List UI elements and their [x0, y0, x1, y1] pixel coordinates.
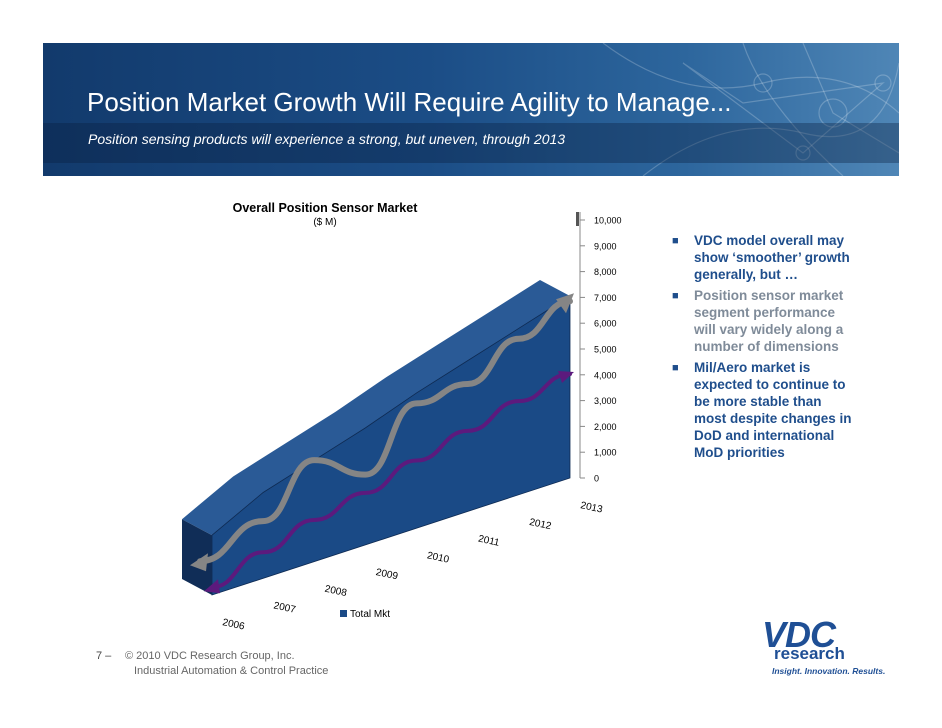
page-number: 7 – [96, 650, 112, 662]
x-tick-label: 2009 [375, 567, 399, 582]
x-tick-label: 2013 [579, 500, 603, 515]
bullet-item: ■ VDC model overall may show ‘smoother’ … [672, 232, 852, 283]
y-tick-label: 1,000 [594, 448, 617, 458]
x-tick-label: 2012 [528, 517, 552, 532]
y-tick-label: 7,000 [594, 293, 617, 303]
page-title: Position Market Growth Will Require Agil… [87, 87, 732, 117]
chart-title: Overall Position Sensor Market [233, 201, 419, 215]
x-tick-label: 2011 [477, 534, 501, 549]
y-tick-label: 5,000 [594, 345, 617, 355]
bullet-text: VDC model overall may show ‘smoother’ gr… [694, 233, 850, 282]
segment-arrow-tail-icon [190, 553, 208, 572]
bullet-square-icon: ■ [672, 290, 679, 302]
bullet-list: ■ VDC model overall may show ‘smoother’ … [672, 232, 852, 465]
chart-unit-label: ($ M) [313, 217, 336, 228]
segment-line [197, 298, 573, 565]
trend-line [210, 372, 572, 590]
y-tick-label: 3,000 [594, 396, 617, 406]
legend-swatch [340, 610, 347, 617]
y-tick-label: 10,000 [594, 216, 622, 226]
y-tick-label: 2,000 [594, 422, 617, 432]
x-tick-label: 2008 [324, 584, 348, 599]
bullet-text: Position sensor market segment performan… [694, 288, 844, 354]
practice-text: Industrial Automation & Control Practice [134, 665, 329, 677]
y-tick-label: 0 [594, 474, 599, 484]
x-tick-label: 2010 [426, 550, 450, 565]
legend-label: Total Mkt [350, 609, 390, 620]
vdc-logo: VDC research Insight. Innovation. Result… [762, 614, 892, 684]
bullet-square-icon: ■ [672, 362, 679, 374]
network-graphic-icon [602, 43, 899, 176]
x-tick-label: 2007 [273, 600, 297, 615]
segment-arrow-head-icon [556, 293, 574, 314]
y-axis-cap [576, 212, 579, 226]
header-banner: Position Market Growth Will Require Agil… [43, 43, 899, 176]
area-top-face [182, 280, 570, 536]
logo-wordmark: VDC [762, 614, 836, 655]
logo-tagline: Insight. Innovation. Results. [772, 666, 886, 676]
copyright-text: © 2010 VDC Research Group, Inc. [125, 650, 295, 662]
y-tick-label: 4,000 [594, 370, 617, 380]
bullet-item: ■ Mil/Aero market is expected to continu… [672, 359, 852, 461]
subtitle-band [43, 123, 899, 163]
logo-name: research [774, 644, 845, 663]
x-tick-label: 2006 [221, 617, 245, 632]
y-tick-label: 9,000 [594, 241, 617, 251]
bullet-item: ■ Position sensor market segment perform… [672, 287, 852, 355]
bullet-text: Mil/Aero market is expected to continue … [694, 360, 852, 460]
y-tick-label: 8,000 [594, 267, 617, 277]
page-subtitle: Position sensing products will experienc… [88, 131, 566, 147]
bullet-square-icon: ■ [672, 235, 679, 247]
trend-arrow-tail-icon [204, 579, 220, 594]
y-tick-label: 6,000 [594, 319, 617, 329]
trend-arrow-head-icon [558, 371, 574, 383]
area-side-face [182, 519, 212, 595]
